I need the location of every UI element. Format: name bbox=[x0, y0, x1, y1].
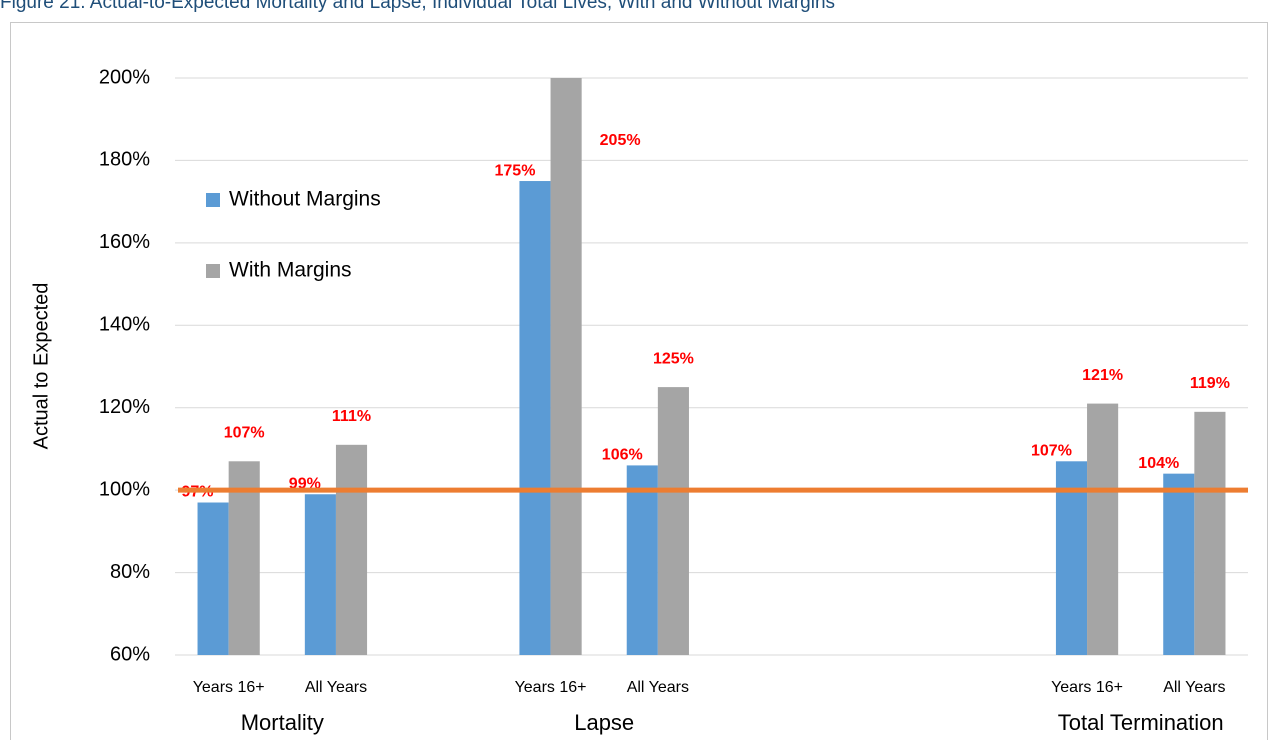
legend-label: Without Margins bbox=[229, 188, 381, 211]
data-label: 107% bbox=[224, 425, 265, 442]
y-tick-label: 200% bbox=[99, 66, 150, 88]
chart-border bbox=[10, 22, 1268, 740]
x-tick-label: All Years bbox=[305, 679, 367, 696]
bar bbox=[626, 465, 658, 655]
x-tick-label: All Years bbox=[1163, 679, 1225, 696]
y-tick-label: 100% bbox=[99, 478, 150, 500]
x-tick-label: Years 16+ bbox=[515, 679, 587, 696]
legend-label: With Margins bbox=[229, 259, 352, 282]
y-tick-label: 120% bbox=[99, 396, 150, 418]
group-label: Lapse bbox=[574, 710, 634, 735]
group-label: Mortality bbox=[241, 710, 324, 735]
bar bbox=[1194, 411, 1226, 655]
group-label: Total Termination bbox=[1058, 710, 1224, 735]
data-label: 175% bbox=[495, 162, 536, 179]
bar bbox=[519, 181, 551, 655]
data-label: 106% bbox=[602, 447, 643, 464]
data-label: 104% bbox=[1138, 455, 1179, 472]
y-axis-label: Actual to Expected bbox=[30, 283, 52, 450]
bar bbox=[657, 387, 689, 655]
bar bbox=[197, 502, 229, 655]
data-label: 121% bbox=[1082, 367, 1123, 384]
chart-title: Figure 21. Actual-to-Expected Mortality … bbox=[0, 0, 835, 13]
bar bbox=[1055, 461, 1088, 655]
bars bbox=[197, 78, 1226, 655]
x-tick-label: All Years bbox=[627, 679, 689, 696]
y-tick-label: 140% bbox=[99, 314, 150, 336]
bar bbox=[304, 494, 336, 655]
bar bbox=[550, 78, 582, 655]
legend-swatch bbox=[206, 264, 220, 278]
y-tick-label: 80% bbox=[110, 561, 150, 583]
data-label: 119% bbox=[1190, 375, 1230, 392]
bar bbox=[335, 444, 368, 655]
y-tick-label: 60% bbox=[110, 643, 150, 665]
data-label: 125% bbox=[653, 350, 694, 367]
bar bbox=[1087, 403, 1119, 655]
x-tick-label: Years 16+ bbox=[193, 679, 265, 696]
y-tick-label: 180% bbox=[99, 149, 150, 171]
bar bbox=[228, 461, 260, 655]
legend-swatch bbox=[206, 193, 220, 207]
bar bbox=[1163, 473, 1195, 655]
data-label: 205% bbox=[600, 132, 641, 149]
data-label: 111% bbox=[332, 408, 371, 425]
y-tick-label: 160% bbox=[99, 231, 150, 253]
x-tick-label: Years 16+ bbox=[1051, 679, 1123, 696]
data-label: 107% bbox=[1031, 443, 1072, 460]
